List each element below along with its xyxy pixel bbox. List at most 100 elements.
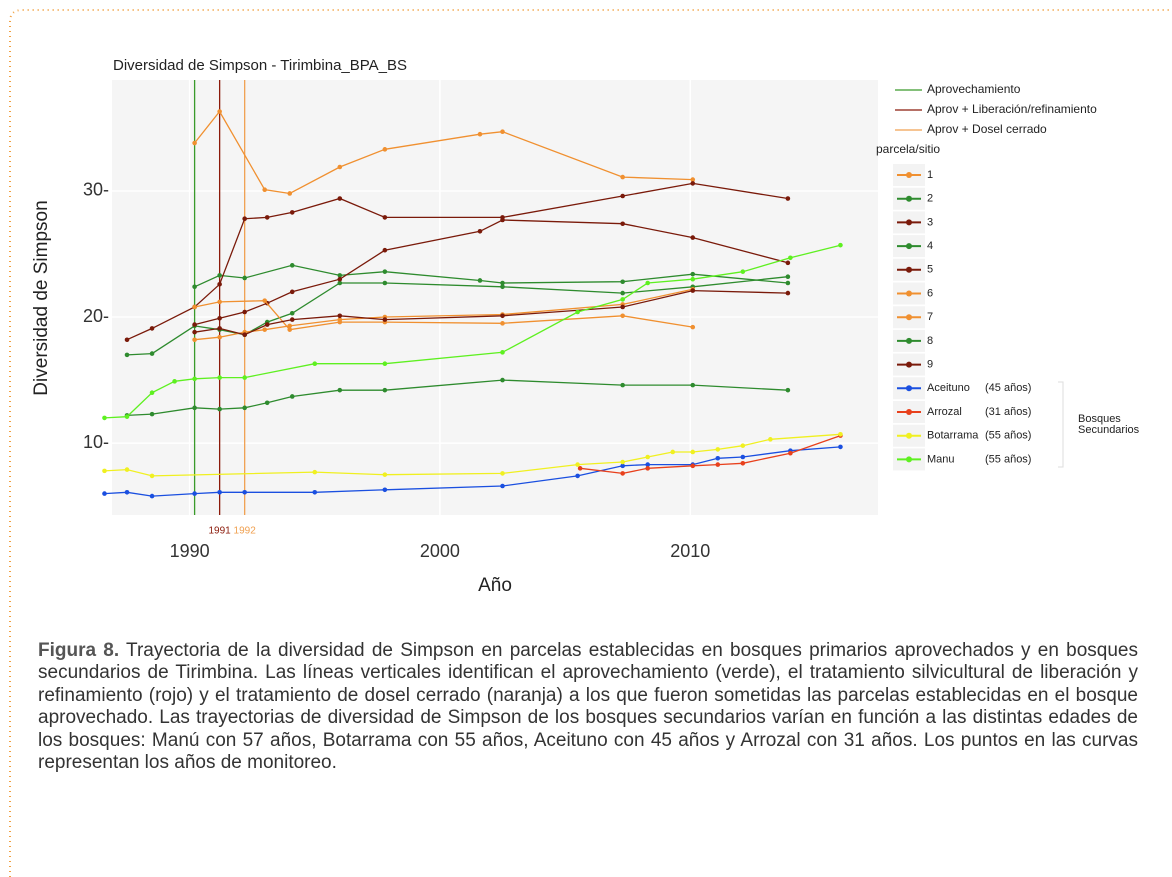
x-tick-label: 1990 — [170, 541, 210, 561]
data-point — [289, 210, 295, 215]
data-point — [242, 216, 247, 221]
x-tick-label: 2000 — [420, 541, 460, 561]
data-point — [500, 217, 505, 223]
legend-age: (55 años) — [985, 453, 1031, 465]
data-point — [785, 274, 791, 279]
data-point — [768, 437, 773, 442]
data-point — [192, 337, 197, 343]
data-point — [217, 281, 222, 287]
legend-title: parcela/sitio — [876, 142, 940, 156]
legend-point — [906, 243, 912, 250]
data-point — [785, 280, 791, 286]
data-point — [382, 472, 388, 477]
data-point — [149, 390, 155, 395]
series-line — [194, 219, 789, 326]
data-point — [217, 273, 222, 278]
data-point — [289, 394, 295, 399]
data-point — [337, 164, 343, 170]
legend-label: Aprov + Dosel cerrado — [927, 122, 1047, 136]
data-point — [670, 449, 676, 455]
data-point — [785, 260, 791, 266]
data-point — [690, 181, 696, 186]
data-point — [217, 375, 222, 380]
data-point — [740, 443, 746, 448]
data-point — [382, 280, 388, 286]
data-point — [620, 463, 625, 469]
data-point — [382, 147, 388, 152]
data-point — [192, 140, 197, 146]
data-point — [838, 444, 843, 450]
data-point — [690, 271, 696, 277]
data-point — [337, 317, 343, 322]
data-point — [262, 187, 267, 192]
data-point — [192, 491, 197, 496]
data-point — [124, 352, 130, 358]
legend-label: Manu — [927, 453, 955, 465]
data-point — [337, 196, 343, 201]
legend-label: 6 — [927, 287, 933, 299]
data-point — [500, 313, 505, 319]
legend-point — [906, 290, 912, 297]
data-point — [575, 309, 580, 315]
data-point — [124, 414, 130, 419]
data-point — [287, 323, 293, 329]
data-point — [715, 462, 721, 467]
data-point — [287, 327, 293, 332]
data-point — [690, 463, 696, 469]
legend-label: 7 — [927, 311, 933, 323]
data-point — [645, 466, 650, 471]
data-point — [788, 450, 793, 456]
data-point — [838, 432, 843, 437]
legend-point — [906, 172, 912, 178]
legend-age: (55 años) — [985, 430, 1031, 442]
y-tick-label: 10- — [83, 432, 109, 452]
data-point — [149, 493, 155, 499]
data-point — [217, 334, 222, 340]
vertical-line-label: 1992 — [234, 526, 257, 537]
data-point — [242, 405, 247, 411]
data-point — [500, 129, 505, 134]
series-line — [580, 434, 841, 475]
data-point — [102, 491, 107, 496]
data-point — [124, 467, 130, 472]
data-point — [500, 284, 505, 290]
data-point — [620, 471, 625, 476]
data-point — [620, 304, 625, 310]
data-point — [192, 322, 197, 327]
data-point — [312, 469, 318, 475]
legend-age: (45 años) — [985, 382, 1031, 394]
data-point — [740, 269, 746, 274]
legend-point — [906, 266, 912, 273]
legend-label: 8 — [927, 335, 933, 347]
data-point — [217, 406, 222, 412]
data-point — [242, 309, 247, 315]
data-point — [217, 326, 222, 331]
data-point — [337, 313, 343, 319]
data-point — [242, 332, 247, 337]
legend-bracket — [1058, 381, 1064, 468]
data-point — [477, 131, 483, 137]
legend-label: 1 — [927, 169, 933, 181]
legend-label: 5 — [927, 264, 933, 276]
data-point — [262, 327, 267, 332]
data-point — [575, 462, 580, 467]
data-point — [690, 288, 696, 293]
legend-label: Aprov + Liberación/refinamiento — [927, 102, 1097, 116]
data-point — [740, 461, 746, 466]
legend-label: 3 — [927, 216, 933, 228]
data-point — [645, 454, 650, 460]
data-point — [477, 229, 483, 234]
legend-point — [906, 432, 912, 439]
data-point — [289, 263, 295, 268]
data-point — [382, 317, 388, 322]
series-line — [194, 288, 693, 341]
data-point — [337, 276, 343, 282]
data-point — [149, 326, 155, 331]
data-point — [785, 196, 791, 201]
data-point — [620, 193, 625, 199]
legend-point — [906, 219, 912, 226]
page-border — [9, 9, 1172, 877]
data-point — [620, 221, 625, 227]
y-tick-label: 30- — [83, 180, 109, 200]
